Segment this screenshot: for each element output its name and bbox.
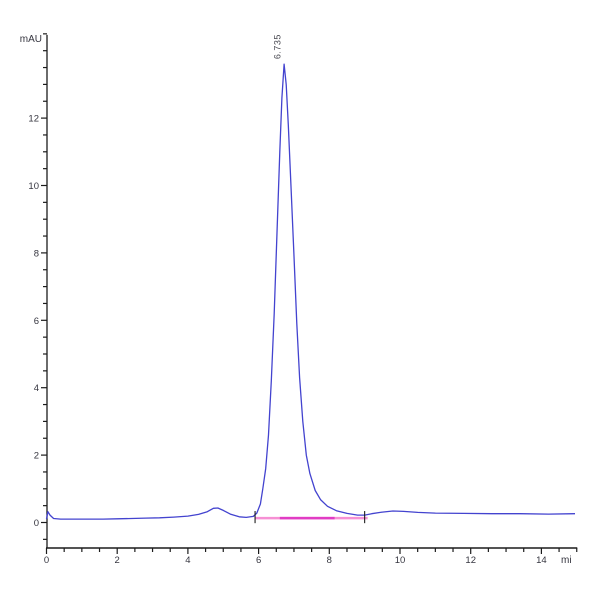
y-axis-tick-label: 6 bbox=[34, 316, 39, 327]
peak-retention-time-label: 6.735 bbox=[273, 34, 283, 59]
x-axis-tick-label: 14 bbox=[536, 555, 547, 566]
y-axis-tick-label: 0 bbox=[34, 518, 39, 529]
x-axis-tick-label: 4 bbox=[185, 555, 190, 566]
x-axis-tick-label: 0 bbox=[44, 555, 49, 566]
y-axis-tick-label: 8 bbox=[34, 248, 39, 259]
x-axis-tick-label: 10 bbox=[395, 555, 406, 566]
y-axis-tick-label: 4 bbox=[34, 383, 39, 394]
x-axis-tick-label: 12 bbox=[465, 555, 476, 566]
x-axis-tick-label: 2 bbox=[115, 555, 120, 566]
y-axis-tick-label: 10 bbox=[28, 181, 39, 192]
chromatogram-generated-layer: 0 2 4 6 8 10 12 0 2 4 6 8 10 12 14 6.735 bbox=[28, 33, 578, 566]
x-axis-unit-label: mi bbox=[561, 555, 572, 566]
signal-trace bbox=[45, 63, 576, 520]
y-axis-unit-label: mAU bbox=[20, 34, 42, 45]
x-axis-tick-label: 8 bbox=[327, 555, 332, 566]
y-axis-tick-label: 2 bbox=[34, 451, 39, 462]
y-axis-tick-label: 12 bbox=[28, 114, 39, 125]
x-axis-tick-label: 6 bbox=[256, 555, 261, 566]
